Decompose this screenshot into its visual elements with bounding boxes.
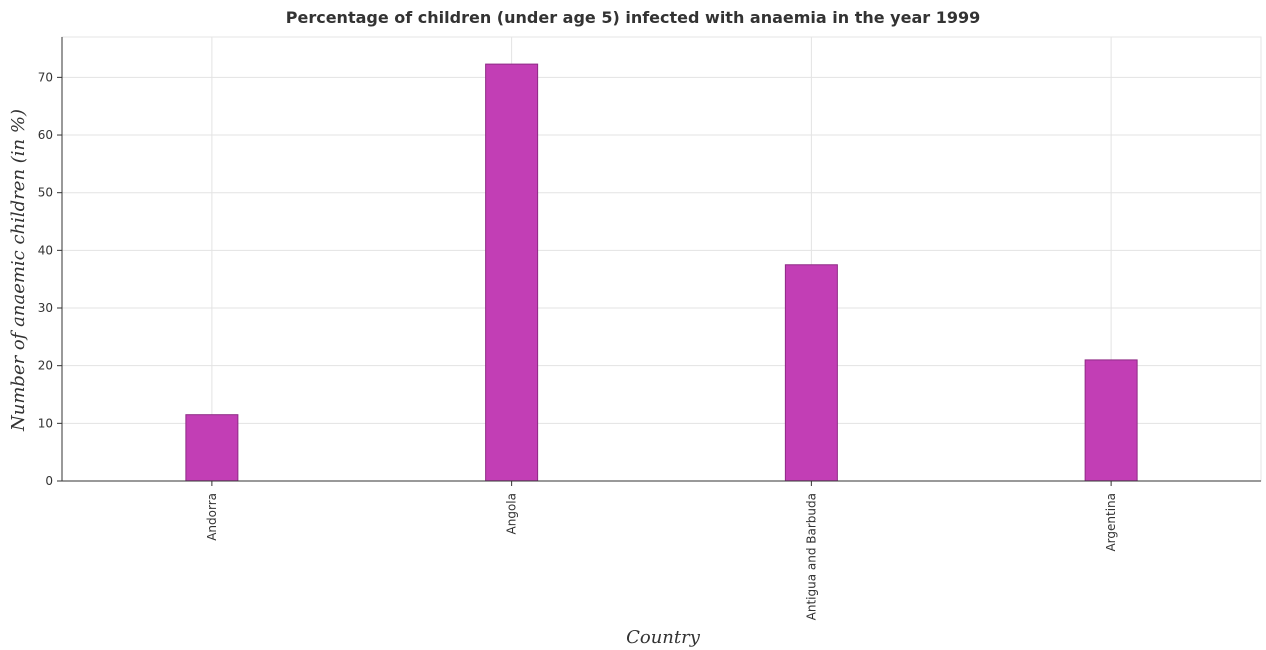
bar-antigua-and-barbuda: [784, 264, 838, 482]
axes: [61, 37, 1261, 482]
y-tick-label: 30: [38, 301, 53, 315]
x-tick-label: Andorra: [205, 493, 219, 541]
y-axis-title: Number of anaemic children (in %): [8, 109, 29, 432]
y-tick-label: 0: [45, 474, 53, 488]
y-tick-label: 60: [38, 128, 53, 142]
gridlines: [61, 36, 1262, 482]
x-tick-label: Angola: [505, 493, 519, 534]
bar-argentina: [1084, 359, 1138, 482]
bars: [185, 63, 1138, 482]
bar-andorra: [185, 414, 239, 482]
y-tick-label: 50: [38, 186, 53, 200]
x-axis-title: Country: [626, 627, 701, 648]
y-tick-label: 10: [38, 416, 53, 430]
y-tick-label: 70: [38, 70, 53, 84]
x-tick-label: Antigua and Barbuda: [804, 493, 818, 620]
y-tick-label: 20: [38, 359, 53, 373]
y-ticks: 0 10 20 30 40 50 60 70: [38, 70, 62, 488]
bar-angola: [485, 63, 539, 482]
chart-title: Percentage of children (under age 5) inf…: [285, 8, 981, 27]
y-tick-label: 40: [38, 243, 53, 257]
plot-frame: [61, 36, 1262, 482]
x-ticks: Andorra Angola Antigua and Barbuda Argentin…: [205, 481, 1118, 620]
x-tick-label: Argentina: [1104, 493, 1118, 552]
